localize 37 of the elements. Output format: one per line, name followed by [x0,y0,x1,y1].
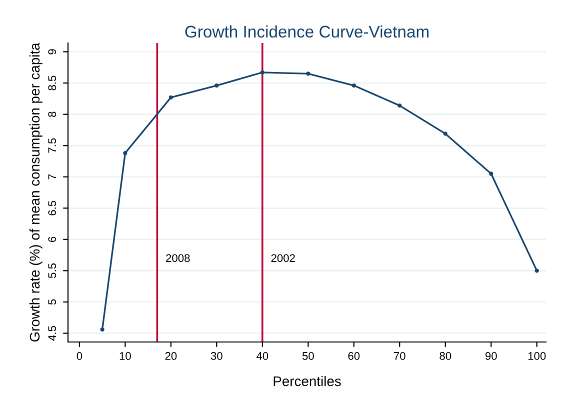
y-tick-label: 5 [48,299,56,305]
point [398,103,402,108]
y-tick-label: 8.5 [48,76,56,90]
x-axis-title: Percentiles [274,376,341,386]
x-tick-label: 20 [165,352,177,360]
point [100,327,104,332]
point [306,72,310,76]
point [123,151,128,156]
x-tick-label: 80 [440,352,452,360]
y-tick-label: 9 [48,49,56,54]
x-tick-label: 70 [394,352,406,360]
y-axis-title: Growth rate (%) of mean consumption per capita [29,42,42,342]
x-tick-label: 40 [256,352,268,360]
y-tick-label: 6.5 [48,200,56,216]
annotation: 2002 [271,254,295,262]
x-tick-label: 10 [120,352,131,360]
point [534,268,539,273]
x-tick-label: 0 [76,352,82,360]
chart-title: Growth Incidence Curve-Vietnam [185,25,428,38]
x-tick-label: 50 [302,352,314,360]
y-tick-label: 8 [48,112,56,117]
point [352,83,356,88]
annotation: 2008 [166,254,190,262]
y-tick-label: 7 [48,174,56,180]
point [168,95,173,100]
point [260,70,264,74]
point [214,83,219,88]
x-tick-label: 30 [210,352,222,360]
point [443,132,448,136]
x-tick-label: 100 [528,352,546,360]
x-tick-label: 90 [485,352,497,360]
y-tick-label: 5.5 [48,263,56,278]
y-tick-label: 4.5 [48,326,56,341]
y-tick-label: 7.5 [48,138,56,153]
y-tick-label: 6 [48,236,56,242]
point [489,172,494,176]
x-tick-label: 60 [348,352,360,360]
